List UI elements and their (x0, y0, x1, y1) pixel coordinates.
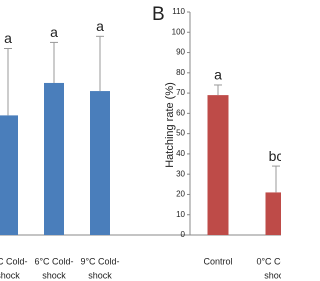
x-tick-label: 6°C Cold- (34, 256, 73, 266)
x-tick-label: 0°C Cold- (0, 256, 28, 266)
value-label: a (4, 30, 12, 46)
value-label: a (50, 24, 58, 40)
x-tick-label: 9°C Cold- (80, 256, 119, 266)
y-tick-label: 80 (176, 68, 185, 77)
y-tick-label: 110 (172, 7, 185, 16)
x-tick-label: Control (203, 256, 232, 266)
y-tick-label: 40 (176, 149, 185, 158)
x-tick-label: shock (88, 270, 112, 280)
y-tick-label: 20 (176, 190, 185, 199)
y-tick-label: 50 (176, 129, 185, 138)
value-label: a (96, 18, 104, 34)
bar (207, 95, 229, 235)
chart: B Hatching rate (%) a 0°C Cold-shock a 6°C … (0, 4, 281, 280)
bar (44, 82, 64, 235)
x-tick-label: 0°C Cold- (256, 256, 281, 266)
panel-label: B (152, 4, 165, 25)
y-axis-label: Hatching rate (%) (164, 82, 176, 168)
value-label: bc (269, 148, 281, 164)
x-tick-label: shock (42, 270, 66, 280)
bar (265, 192, 281, 235)
y-tick-label: 0 (181, 230, 186, 239)
y-tick-label: 30 (176, 169, 185, 178)
y-tick-label: 60 (176, 108, 185, 117)
x-tick-label: shock (264, 270, 281, 280)
x-tick-label: shock (0, 270, 20, 280)
bar (90, 91, 110, 236)
y-tick-label: 10 (176, 210, 185, 219)
y-tick-label: 90 (176, 48, 185, 57)
value-label: a (214, 67, 222, 83)
bar (0, 115, 18, 235)
y-tick-label: 70 (176, 88, 185, 97)
y-tick-label: 100 (172, 27, 186, 36)
